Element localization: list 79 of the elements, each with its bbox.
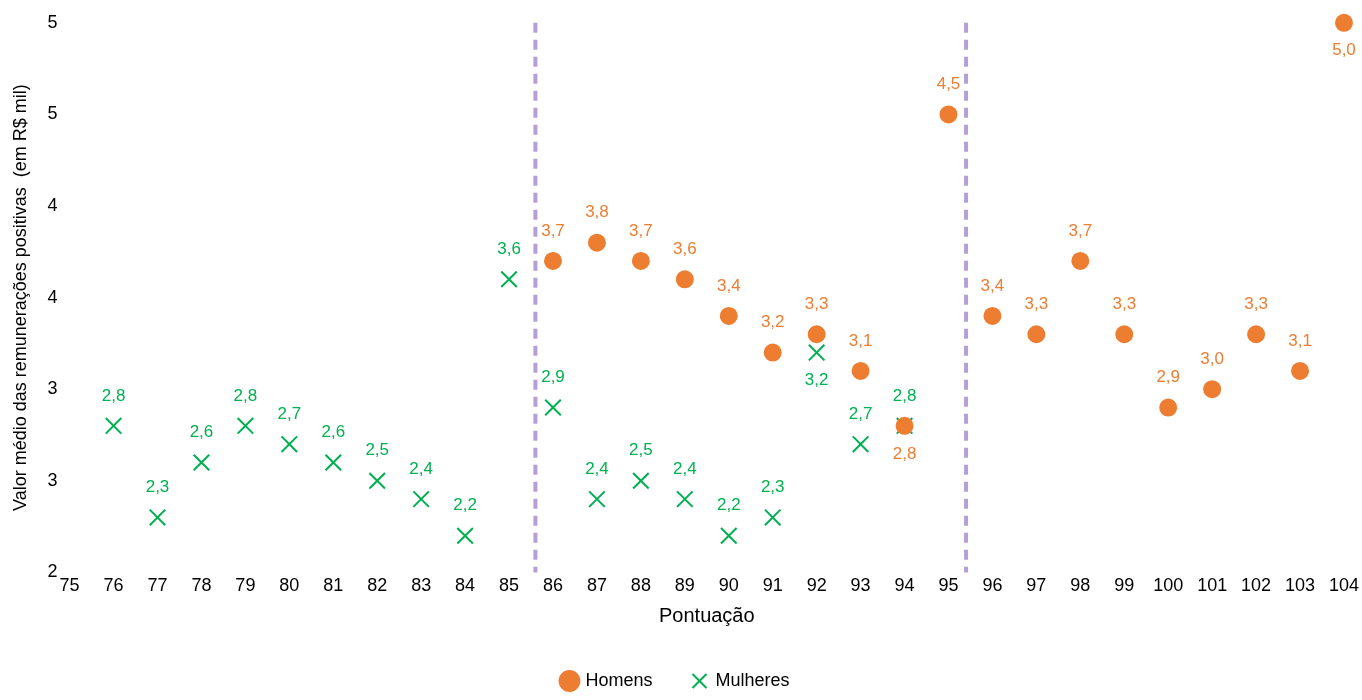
x-tick-label: 89 — [674, 575, 695, 596]
x-tick-label: 90 — [718, 575, 739, 596]
y-tick-label: 5 — [47, 11, 58, 32]
data-label: 3,3 — [1244, 293, 1268, 313]
data-label: 2,2 — [453, 495, 477, 515]
data-label: 2,4 — [409, 458, 433, 478]
x-tick-label: 99 — [1114, 575, 1135, 596]
x-tick-label: 103 — [1285, 575, 1316, 596]
data-label: 2,3 — [145, 477, 170, 497]
x-tick-label: 92 — [806, 575, 827, 596]
x-tick-label: 75 — [59, 575, 80, 596]
data-label: 3,3 — [1112, 293, 1137, 313]
x-tick-label: 84 — [455, 575, 476, 596]
data-label: 3,7 — [629, 220, 653, 240]
data-label: 2,4 — [673, 458, 697, 478]
x-tick-label: 79 — [235, 575, 256, 596]
x-tick-label: 82 — [367, 575, 388, 596]
legend-label: Mulheres — [715, 669, 790, 690]
data-label: 2,8 — [101, 385, 126, 405]
data-label: 2,8 — [892, 443, 917, 463]
data-label: 2,8 — [233, 385, 258, 405]
y-tick-label: 3 — [47, 378, 58, 399]
data-label: 3,3 — [804, 293, 829, 313]
data-label: 2,7 — [277, 403, 302, 423]
data-label: 2,2 — [716, 495, 741, 515]
data-label: 3,1 — [848, 330, 873, 350]
x-axis-title: Pontuação — [658, 603, 755, 626]
data-label: 3,7 — [1068, 220, 1093, 240]
data-label: 2,8 — [892, 385, 917, 405]
data-label: 2,5 — [365, 440, 390, 460]
x-tick-label: 78 — [191, 575, 212, 596]
x-tick-label: 88 — [630, 575, 651, 596]
x-tick-label: 81 — [323, 575, 344, 596]
data-label: 2,3 — [760, 477, 785, 497]
data-label: 3,6 — [497, 238, 521, 258]
x-tick-label: 77 — [147, 575, 168, 596]
x-tick-label: 76 — [103, 575, 124, 596]
legend-label: Homens — [585, 669, 653, 690]
x-tick-label: 101 — [1197, 575, 1228, 596]
data-label: 2,9 — [541, 367, 565, 387]
x-tick-label: 93 — [850, 575, 871, 596]
y-axis-title: Valor médio das remunerações positivas (em R$ mil) — [9, 84, 30, 512]
data-label: 3,4 — [980, 275, 1005, 295]
data-label: 3,7 — [541, 220, 565, 240]
data-label: 4,5 — [936, 74, 961, 94]
data-label: 2,6 — [189, 422, 214, 442]
x-tick-label: 80 — [279, 575, 300, 596]
x-tick-label: 96 — [982, 575, 1003, 596]
x-tick-label: 87 — [586, 575, 607, 596]
data-label: 2,4 — [585, 458, 609, 478]
data-label: 3,1 — [1288, 330, 1312, 350]
y-tick-label: 2 — [47, 561, 58, 582]
x-tick-label: 91 — [762, 575, 783, 596]
data-label: 5,0 — [1332, 40, 1356, 60]
x-tick-label: 100 — [1153, 575, 1184, 596]
data-label: 2,9 — [1156, 367, 1181, 387]
data-label: 2,5 — [629, 440, 653, 460]
data-label: 2,7 — [848, 403, 873, 423]
x-tick-label: 86 — [542, 575, 564, 596]
data-label: 3,2 — [804, 370, 829, 390]
x-tick-label: 98 — [1070, 575, 1091, 596]
x-tick-label: 85 — [499, 575, 520, 596]
x-tick-label: 97 — [1026, 575, 1047, 596]
x-tick-label: 83 — [411, 575, 432, 596]
data-label: 3,0 — [1200, 348, 1224, 368]
data-label: 3,6 — [673, 238, 697, 258]
y-tick-label: 5 — [47, 103, 58, 124]
data-label: 3,2 — [760, 312, 785, 332]
x-tick-label: 104 — [1328, 575, 1360, 596]
data-label: 3,8 — [585, 202, 609, 222]
x-tick-label: 94 — [894, 575, 915, 596]
y-tick-label: 4 — [47, 194, 58, 215]
x-tick-label: 95 — [938, 575, 959, 596]
x-tick-label: 102 — [1241, 575, 1272, 596]
data-label: 2,6 — [321, 422, 346, 442]
y-tick-label: 3 — [47, 469, 58, 490]
data-label: 3,3 — [1024, 293, 1049, 313]
data-label: 3,4 — [716, 275, 741, 295]
y-tick-label: 4 — [47, 286, 58, 307]
